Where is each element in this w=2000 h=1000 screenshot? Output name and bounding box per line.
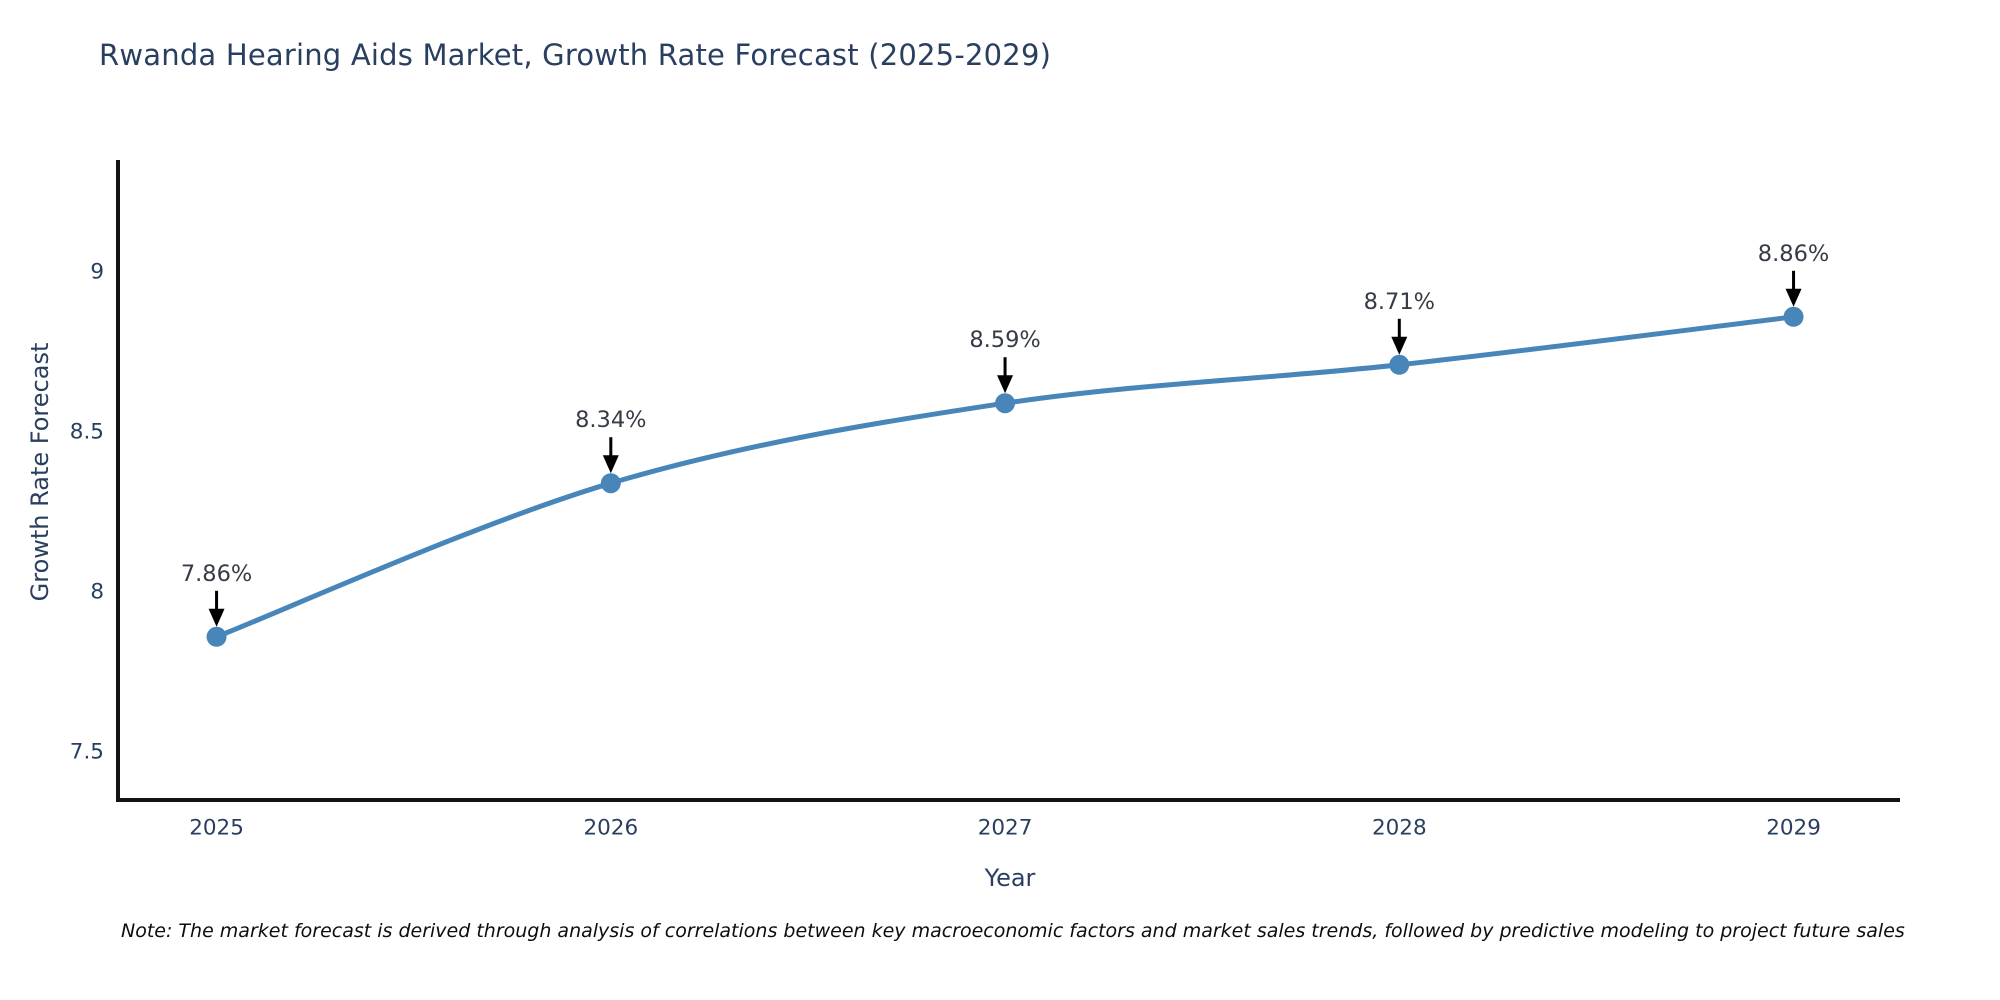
- y-tick-label: 8: [90, 580, 104, 605]
- x-tick-label: 2027: [978, 816, 1033, 841]
- y-tick-label: 9: [90, 260, 104, 285]
- data-point-marker: [1389, 354, 1410, 375]
- x-tick-label: 2025: [189, 816, 244, 841]
- y-tick-label: 8.5: [70, 420, 104, 445]
- annotation-label: 7.86%: [181, 561, 252, 587]
- chart-title: Rwanda Hearing Aids Market, Growth Rate …: [99, 38, 1052, 72]
- annotation-arrowhead: [208, 608, 225, 627]
- annotation-label: 8.86%: [1758, 241, 1829, 267]
- annotation-arrowhead: [1785, 288, 1802, 307]
- annotation-label: 8.34%: [575, 407, 646, 433]
- annotation-arrowhead: [602, 455, 619, 474]
- annotation-label: 8.71%: [1364, 289, 1435, 315]
- data-point-marker: [995, 393, 1016, 414]
- y-tick-label: 7.5: [70, 740, 104, 765]
- annotation-arrowhead: [997, 375, 1014, 394]
- data-point-marker: [206, 626, 227, 647]
- annotation-arrowhead: [1391, 336, 1408, 355]
- annotation-label: 8.59%: [969, 327, 1040, 353]
- x-tick-label: 2026: [583, 816, 638, 841]
- x-tick-label: 2028: [1372, 816, 1427, 841]
- footnote: Note: The market forecast is derived thr…: [121, 920, 1905, 942]
- data-point-marker: [1783, 306, 1804, 327]
- x-tick-label: 2029: [1766, 816, 1821, 841]
- data-point-marker: [600, 473, 621, 494]
- x-axis-title: Year: [984, 864, 1036, 892]
